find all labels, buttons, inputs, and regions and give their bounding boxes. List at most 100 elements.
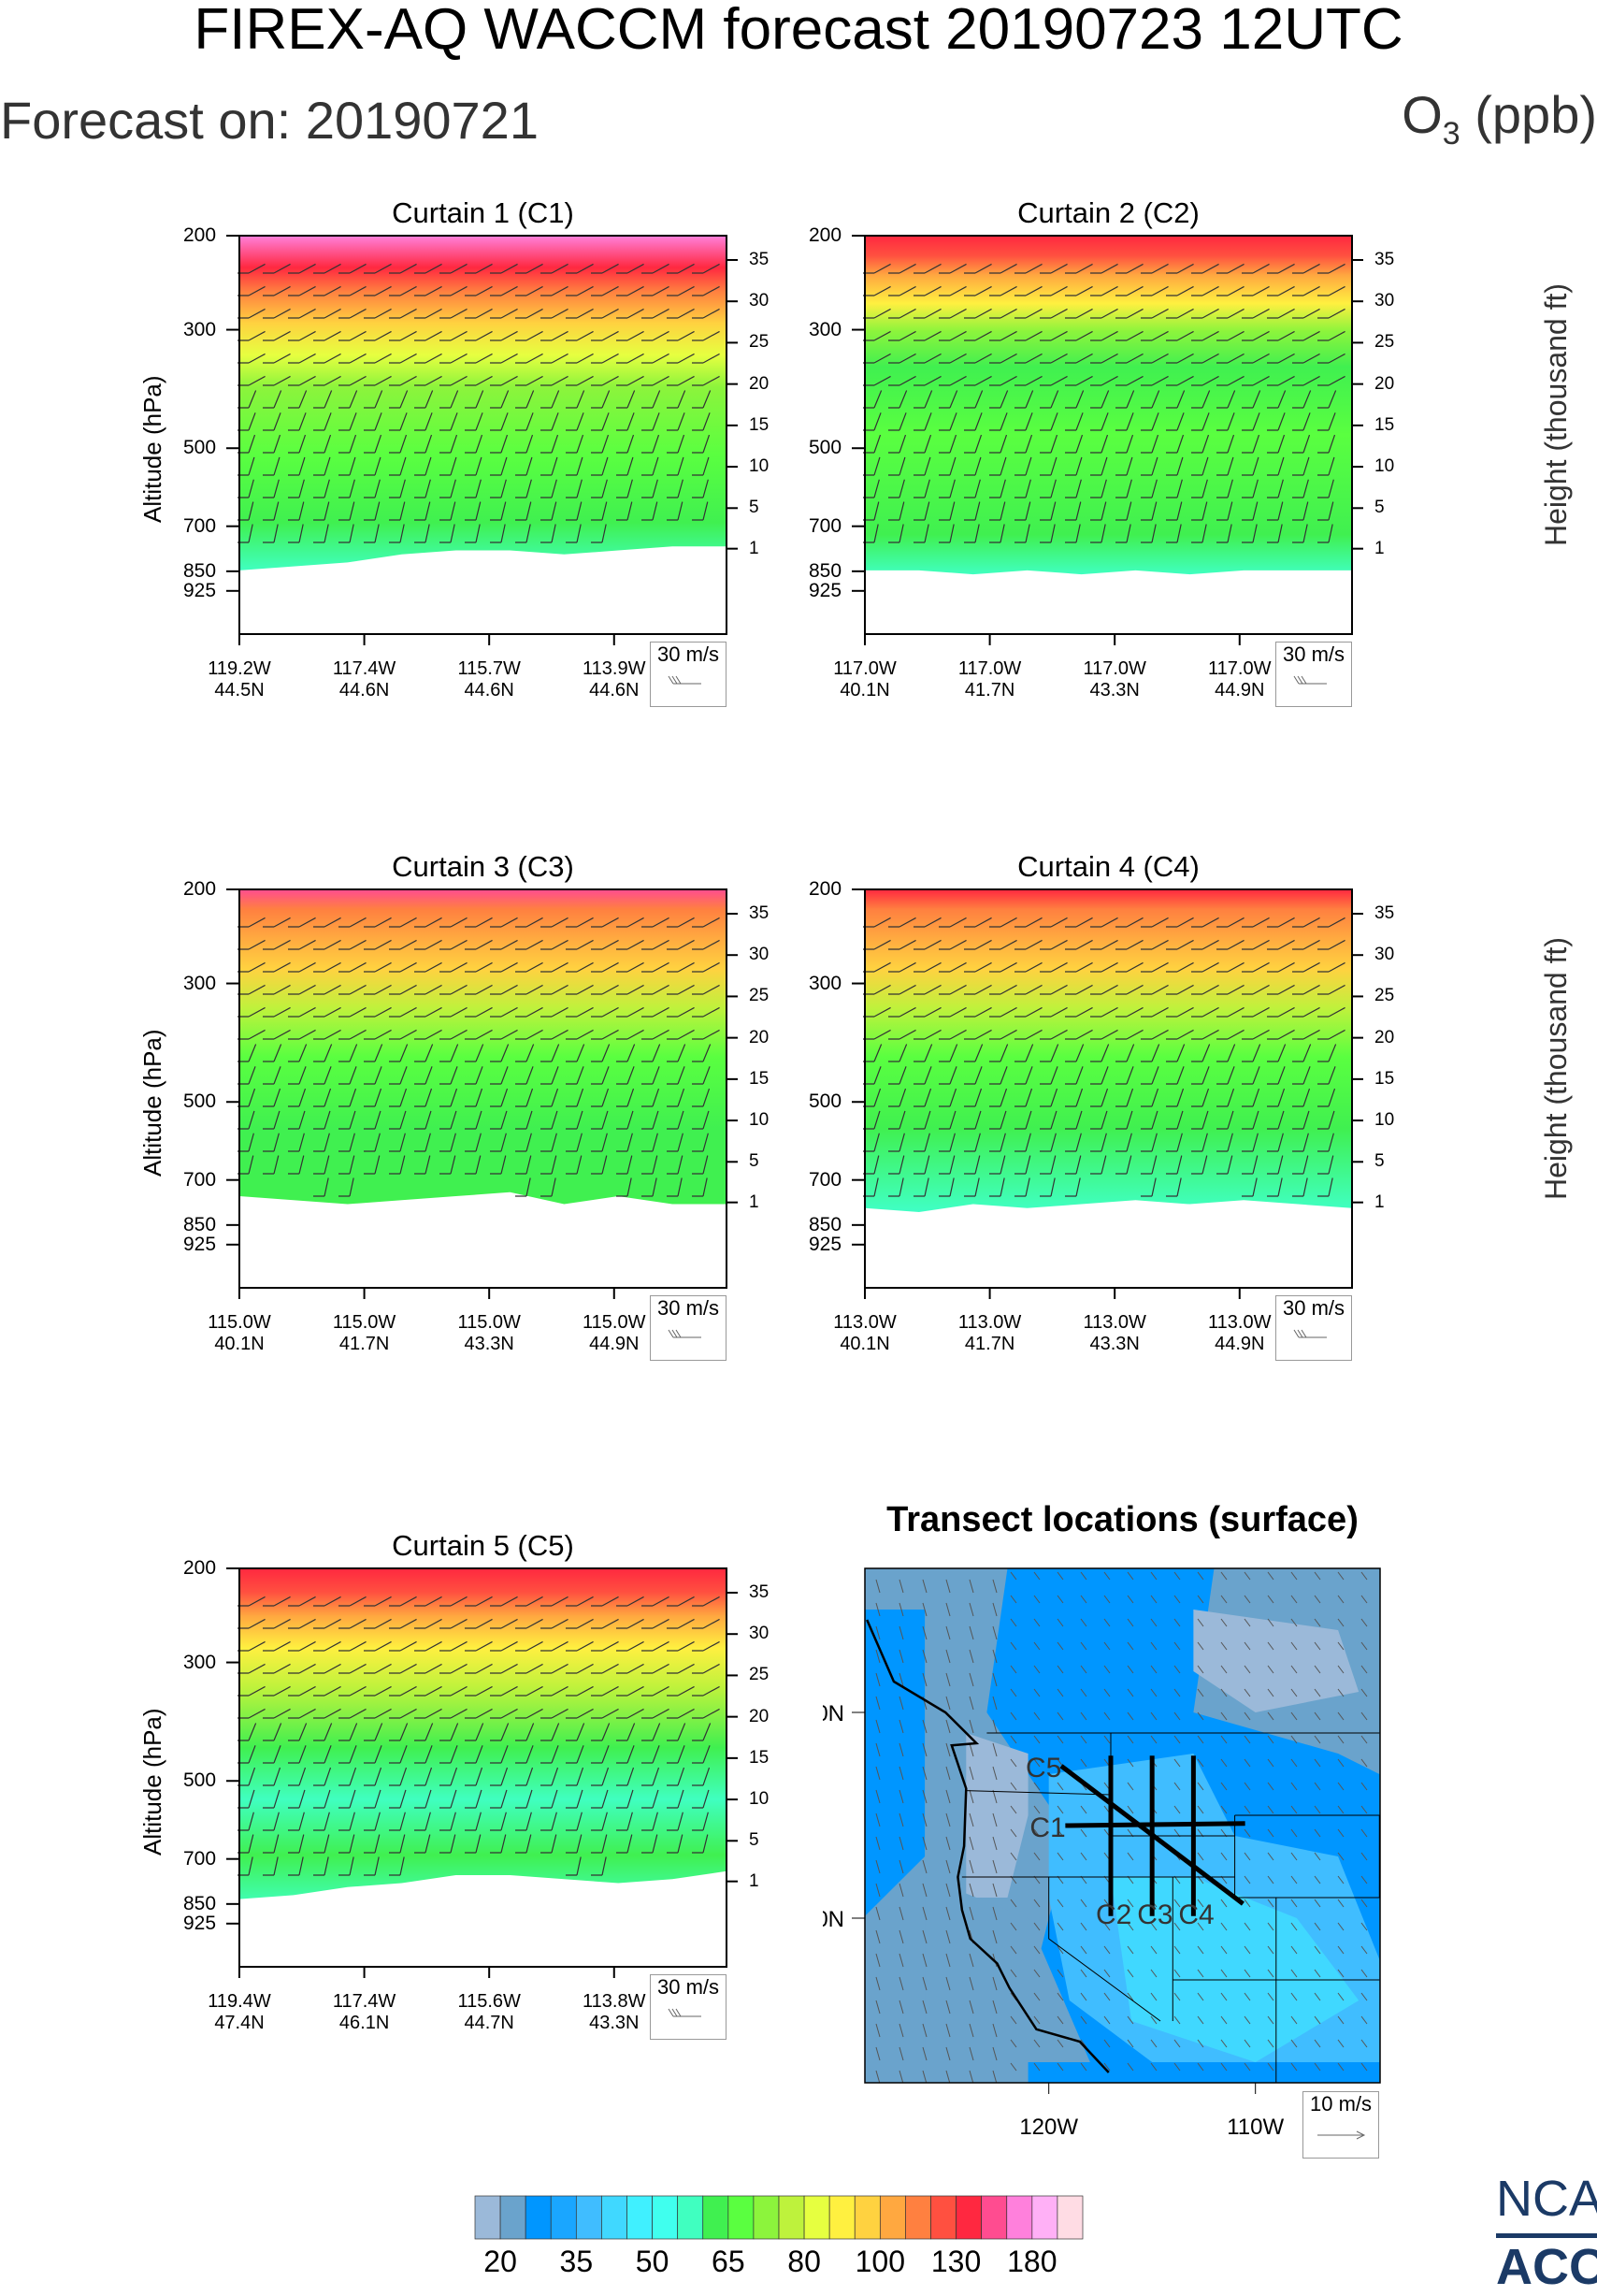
x-tick-lat: 43.3N: [1089, 1334, 1140, 1354]
wind-barb: [263, 285, 291, 296]
y-tick-label: 300: [809, 972, 842, 994]
wind-vector: [945, 1625, 951, 1640]
wind-vector: [1010, 1688, 1017, 1697]
wind-barb: [1292, 1006, 1320, 1018]
wind-barb: [939, 917, 967, 928]
wind-barb: [914, 1088, 932, 1107]
y-tick-label: 925: [183, 1912, 217, 1934]
wind-barb: [1115, 1006, 1144, 1018]
wind-vector: [1244, 1875, 1251, 1884]
wind-barb: [389, 1708, 417, 1719]
x-tick-lon: 119.4W: [208, 1991, 271, 2012]
wind-barb: [641, 1708, 669, 1719]
wind-barb: [1292, 1044, 1312, 1062]
wind-barb: [465, 1618, 493, 1629]
y2-tick-label: 5: [749, 1151, 759, 1172]
wind-barb: [1267, 285, 1295, 296]
wind-barb: [338, 1006, 367, 1018]
wind-barb: [439, 1723, 459, 1741]
wind-barb: [364, 984, 392, 995]
wind-vector: [1127, 1992, 1134, 2001]
wind-barb: [1191, 456, 1209, 476]
wind-vector: [1267, 1711, 1274, 1721]
wind-barb: [989, 263, 1017, 274]
wind-vector: [1220, 1758, 1228, 1768]
wind-key: 30 m/s: [650, 642, 727, 707]
wind-barb: [667, 1618, 695, 1629]
wind-vector: [922, 1602, 928, 1617]
wind-vector: [945, 1602, 951, 1617]
wind-vector: [1337, 1945, 1345, 1955]
wind-barb: [414, 390, 434, 409]
colorbar-box: [677, 2195, 704, 2240]
wind-vector: [1220, 1571, 1228, 1581]
wind-vector: [1360, 1969, 1368, 1978]
wind-vector: [1337, 1875, 1345, 1884]
wind-barb: [641, 1596, 669, 1607]
wind-vector: [969, 1836, 974, 1851]
wind-barb: [1040, 984, 1068, 995]
wind-barb: [515, 263, 543, 274]
ozone-contour-field: [865, 236, 1352, 634]
wind-barb: [939, 263, 967, 274]
wind-barb: [263, 1812, 280, 1831]
wind-vector: [1337, 1758, 1345, 1768]
wind-barb: [490, 1618, 518, 1629]
colorbar-box: [550, 2195, 577, 2240]
wind-barb: [1267, 961, 1295, 973]
wind-barb: [1166, 524, 1182, 543]
wind-barb: [540, 1044, 560, 1062]
wind-barb: [1242, 390, 1261, 409]
wind-barb: [1141, 917, 1169, 928]
wind-barb: [566, 1029, 594, 1040]
wind-barb: [888, 1044, 908, 1062]
wind-vector: [1220, 1618, 1228, 1627]
wind-barb: [1267, 1110, 1285, 1130]
wind-barb: [515, 1177, 531, 1197]
wind-barb: [465, 1088, 483, 1107]
barb: [668, 1329, 701, 1338]
wind-barb: [1292, 412, 1311, 431]
wind-barb: [1040, 1155, 1057, 1175]
wind-vector: [1080, 2015, 1087, 2025]
wind-barb: [465, 308, 493, 319]
wind-barb: [515, 285, 543, 296]
wind-barb: [1090, 1088, 1109, 1107]
wind-vector: [922, 1836, 928, 1851]
wind-vector: [1033, 1969, 1041, 1978]
x-tick-label: 115.0W 41.7N: [309, 1312, 421, 1355]
wind-barb: [1141, 375, 1169, 386]
wind-vector: [1103, 1735, 1111, 1744]
wind-barb: [1191, 1044, 1211, 1062]
wind-barb: [591, 984, 619, 995]
wind-vector: [1290, 1899, 1298, 1908]
wind-barb: [364, 1663, 392, 1674]
x-tick-lat: 44.6N: [338, 680, 390, 700]
wind-vector: [1290, 2015, 1298, 2025]
wind-barb: [338, 917, 367, 928]
wind-barb: [1216, 434, 1235, 454]
wind-barb: [515, 1834, 532, 1854]
wind-barb: [989, 390, 1009, 409]
wind-vector: [1103, 1688, 1111, 1697]
wind-vector: [922, 1906, 928, 1921]
wind-barb: [667, 1006, 695, 1018]
wind-barb: [1292, 434, 1311, 454]
wind-key-label: 30 m/s: [656, 1296, 720, 1320]
wind-barb: [1141, 1110, 1158, 1130]
wind-barb: [989, 939, 1017, 950]
wind-barb: [989, 330, 1017, 341]
wind-barb: [1292, 353, 1320, 364]
wind-barb: [389, 434, 408, 454]
wind-barb: [263, 330, 291, 341]
wind-barb: [964, 1155, 981, 1175]
wind-key: 30 m/s: [650, 1295, 727, 1361]
wind-vector: [992, 2070, 998, 2083]
wind-vector: [1360, 1618, 1368, 1627]
wind-barb: [1040, 1177, 1056, 1197]
wind-barb: [1141, 939, 1169, 950]
wind-vector: [1057, 1969, 1064, 1978]
colorbar-label: 100: [855, 2245, 906, 2278]
wind-barb: [364, 1745, 382, 1764]
wind-barb: [414, 1663, 442, 1674]
